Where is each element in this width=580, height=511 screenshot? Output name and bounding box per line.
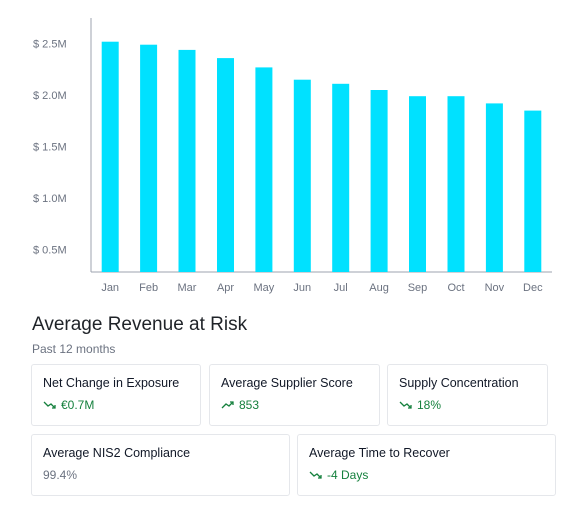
bar-mar [178, 49, 196, 273]
metric-value: -4 Days [327, 468, 369, 482]
x-tick-label: Aug [369, 282, 389, 294]
metric-card-supplier-score: Average Supplier Score 853 [209, 364, 380, 426]
metric-label: Average Time to Recover [309, 446, 450, 460]
metric-value-row: -4 Days [309, 468, 544, 482]
bar-apr [217, 58, 234, 272]
bar-jan [101, 41, 119, 273]
x-tick-label: Dec [523, 282, 543, 294]
x-tick-label: May [254, 282, 275, 294]
bar-feb [140, 44, 158, 273]
y-tick-label: $ 1.0M [33, 193, 67, 205]
x-tick-label: Apr [217, 282, 234, 294]
x-tick-label: Jan [101, 282, 119, 294]
x-tick-label: Sep [408, 282, 428, 294]
trend-down-icon [399, 400, 413, 410]
bar-may [255, 67, 273, 273]
bar-nov [485, 103, 503, 273]
y-tick-label: $ 2.5M [33, 39, 67, 51]
metric-value-row: €0.7M [43, 398, 189, 412]
x-tick-label: Mar [178, 282, 197, 294]
metric-value: €0.7M [61, 398, 95, 412]
metric-card-time-to-recover: Average Time to Recover -4 Days [297, 434, 556, 496]
revenue-bar-chart: $ 0.5M $ 1.0M $ 1.5M $ 2.0M $ 2.5M Jan Feb Mar… [33, 18, 552, 294]
bar-dec [524, 110, 542, 272]
metric-value: 853 [239, 398, 260, 412]
metric-value-row: 853 [221, 398, 368, 412]
chart-title: Average Revenue at Risk [32, 314, 248, 335]
metric-value-row: 99.4% [43, 468, 278, 482]
trend-down-icon [43, 400, 57, 410]
metric-label: Net Change in Exposure [43, 376, 180, 390]
bar-aug [370, 90, 388, 272]
bar-jul [332, 83, 350, 272]
y-tick-label: $ 2.0M [33, 90, 67, 102]
metric-label: Average Supplier Score [221, 376, 353, 390]
metric-value: 18% [417, 398, 442, 412]
metric-value: 99.4% [43, 468, 78, 482]
bar-sep [409, 96, 426, 272]
x-tick-label: Jun [293, 282, 311, 294]
chart-subtitle: Past 12 months [32, 342, 116, 356]
bar-oct [447, 96, 465, 272]
metric-value-row: 18% [399, 398, 536, 412]
y-tick-label: $ 0.5M [33, 244, 67, 256]
trend-up-icon [221, 400, 235, 410]
x-tick-label: Oct [447, 282, 464, 294]
metric-card-net-change: Net Change in Exposure €0.7M [31, 364, 201, 426]
metric-card-nis2-compliance: Average NIS2 Compliance 99.4% [31, 434, 290, 496]
trend-down-icon [309, 470, 323, 480]
metric-label: Average NIS2 Compliance [43, 446, 191, 460]
metric-card-supply-concentration: Supply Concentration 18% [387, 364, 548, 426]
x-tick-label: Nov [485, 282, 505, 294]
metric-label: Supply Concentration [399, 376, 519, 390]
bar-jun [293, 79, 311, 272]
y-tick-label: $ 1.5M [33, 142, 67, 154]
x-tick-label: Feb [139, 282, 158, 294]
x-tick-label: Jul [334, 282, 348, 294]
